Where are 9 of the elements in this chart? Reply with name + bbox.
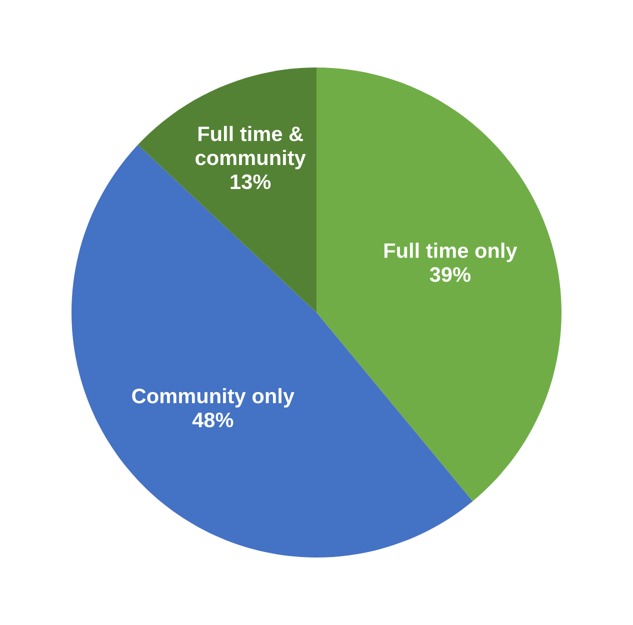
pie-slice: [138, 68, 316, 312]
pie-slice: [72, 144, 473, 558]
data-label: 48%: [192, 412, 234, 428]
data-label: 13%: [230, 174, 271, 190]
pie-slice: [316, 68, 562, 502]
data-label: 39%: [430, 267, 470, 282]
slice-label: Community only: [132, 388, 294, 408]
slice-label: Full time only: [384, 242, 518, 262]
slice-label: Full time & community: [196, 126, 306, 170]
